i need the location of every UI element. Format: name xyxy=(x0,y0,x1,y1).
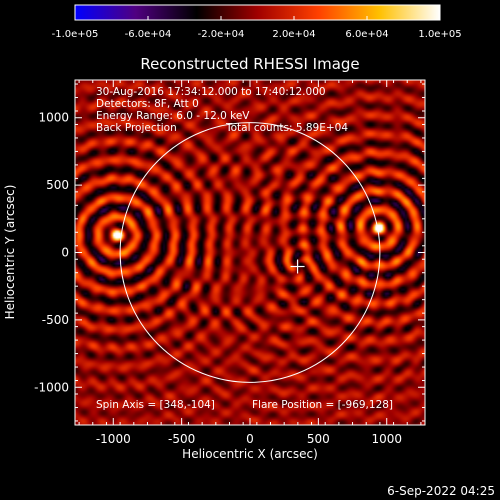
detectors-text: Detectors: 8F, Att 0 xyxy=(96,98,199,110)
x-tick-label: -1000 xyxy=(96,432,131,446)
colorbar-tick-label: 2.0e+04 xyxy=(272,29,315,40)
colorbar xyxy=(74,4,441,21)
y-tick-label: -500 xyxy=(42,313,69,327)
y-tick-label: -1000 xyxy=(34,380,69,394)
method-text: Back Projection xyxy=(96,122,177,134)
chart-title: Reconstructed RHESSI Image xyxy=(140,55,359,73)
colorbar-ticks: -1.0e+05 -6.0e+04 -2.0e+04 2.0e+04 6.0e+04 1.… xyxy=(52,16,462,40)
y-tick-label: 1000 xyxy=(38,111,69,125)
total-counts-text: Total counts: 5.89E+04 xyxy=(225,122,348,134)
y-tick-label: 500 xyxy=(46,178,69,192)
colorbar-tick-label: -1.0e+05 xyxy=(52,29,99,40)
x-tick-label: 500 xyxy=(307,432,330,446)
solar-limb-circle xyxy=(119,122,381,383)
colorbar-tick-label: 6.0e+04 xyxy=(345,29,388,40)
heatmap-image xyxy=(75,80,425,425)
footer-date: 6-Sep-2022 04:25 xyxy=(387,484,495,498)
energy-range-text: Energy Range: 6.0 - 12.0 keV xyxy=(96,110,250,122)
colorbar-tick-label: 1.0e+05 xyxy=(418,29,461,40)
x-tick-label: 1000 xyxy=(371,432,402,446)
x-tick-label: -500 xyxy=(168,432,195,446)
flare-position-text: Flare Position = [-969,128] xyxy=(252,399,393,411)
colorbar-tick-label: -6.0e+04 xyxy=(125,29,172,40)
x-tick-label: 0 xyxy=(246,432,254,446)
spin-axis-marker xyxy=(290,259,305,274)
time-range-text: 30-Aug-2016 17:34:12.000 to 17:40:12.000 xyxy=(96,86,326,98)
y-axis-label: Heliocentric Y (arcsec) xyxy=(3,185,17,320)
colorbar-tick-label: -2.0e+04 xyxy=(198,29,245,40)
x-axis-label: Heliocentric X (arcsec) xyxy=(182,447,318,461)
axis-ticks: -1000 -500 0 500 1000 -1000 -500 0 500 1000 xyxy=(34,80,425,446)
y-tick-label: 0 xyxy=(61,246,69,260)
spin-axis-text: Spin Axis = [348,-104] xyxy=(96,399,215,411)
